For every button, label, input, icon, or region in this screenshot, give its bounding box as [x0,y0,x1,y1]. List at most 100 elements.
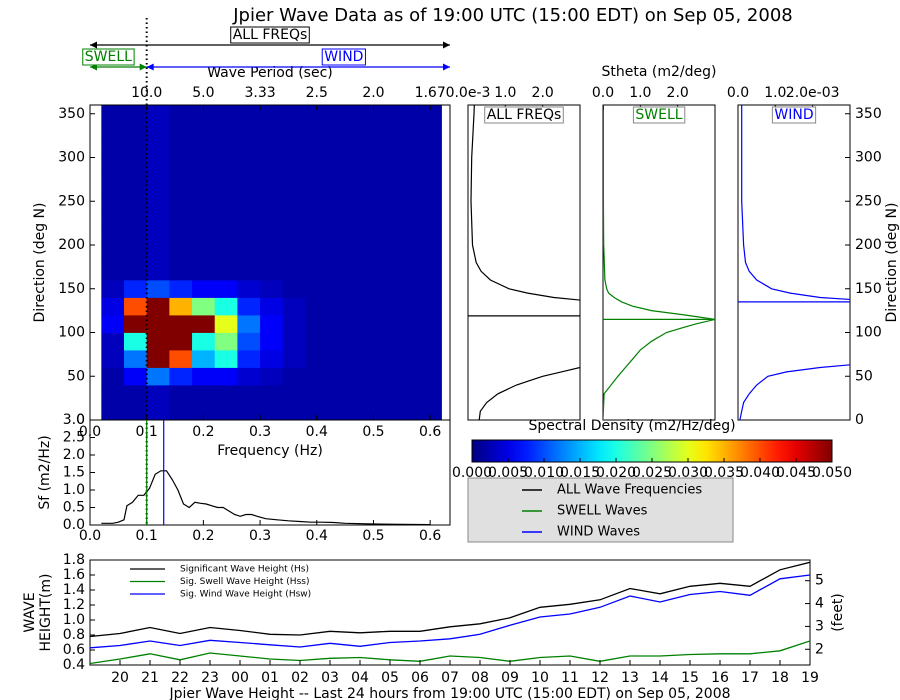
heatmap-cell [282,385,306,403]
heatmap-cell [396,192,420,211]
heatmap-cell [124,332,148,351]
x-tick-label: 12 [591,670,609,686]
y-tick-label: 1.0 [63,482,85,498]
heatmap-cell [260,175,284,193]
heatmap-cell [192,367,216,386]
panel-label-box [632,106,686,124]
heatmap-cell [373,297,397,316]
arrow-label-box [321,48,366,66]
x-tick-label: 10.0 [131,85,162,101]
heatmap-cell [101,227,125,246]
y-tick-label: 0.6 [63,642,85,658]
heatmap-cell [214,210,238,228]
x-tick-label: 19 [801,670,819,686]
heatmap-cell [328,280,352,298]
y-tick-label: 1.0 [63,612,85,628]
heatmap-cell [328,402,352,420]
x-axis-label: Jpier Wave Height -- Last 24 hours from … [168,686,730,700]
x-tick-label: 13 [621,670,639,686]
heatmap-cell [373,175,397,193]
heatmap-cell [169,262,193,281]
heatmap-cell [260,315,284,333]
heatmap-cell [169,192,193,211]
heatmap-cell [282,175,306,193]
colorbar-tick-label: 0.025 [632,465,672,481]
heatmap-cell [305,315,329,333]
heatmap-cell [214,105,238,123]
x-tick-label: 20 [111,670,129,686]
heatmap-cell [214,192,238,211]
x-tick-label: 0.3 [249,424,271,440]
heatmap-cell [169,315,193,333]
colorbar-tick-label: 0.045 [776,465,816,481]
heatmap-cell [237,280,261,298]
series-line [90,561,810,638]
y-axis-label: Sf (m2/Hz) [37,435,53,509]
heatmap-cell [192,105,216,123]
heatmap-cell [418,332,442,351]
axes-frame [602,104,716,421]
heatmap-cell [282,350,306,368]
y-axis-label: Direction (deg N) [32,203,48,323]
x-tick-label: 0.2 [192,528,214,544]
x-tick-label: 01 [261,670,279,686]
heatmap-cell [282,245,306,263]
heatmap-cell [350,245,374,263]
heatmap-cell [101,367,125,386]
heatmap-cell [169,367,193,386]
heatmap-cell [124,280,148,298]
x-tick-label: 2.0 [532,85,554,101]
heatmap-cell [396,332,420,351]
heatmap-cell [305,122,329,141]
heatmap-cell [146,227,170,246]
y-tick-label: 0.8 [63,627,85,643]
y-tick-label: 1.6 [63,567,85,583]
heatmap-cell [396,227,420,246]
arrow-label: WIND [324,49,363,65]
heatmap-cell [373,122,397,141]
heatmap-cell [192,175,216,193]
heatmap-cell [237,402,261,420]
heatmap-cell [169,175,193,193]
x-tick-label: 0.0 [592,85,614,101]
x-tick-label: 06 [411,670,429,686]
y-tick-label: 350 [58,106,85,122]
heatmap-cell [192,157,216,176]
heatmap-cell [169,350,193,368]
y-tick-label: 0.4 [63,657,85,673]
heatmap-cell [237,105,261,123]
y-tick-label: 1.4 [63,582,85,598]
heatmap-cell [124,245,148,263]
heatmap-cell [169,210,193,228]
heatmap-cell [396,367,420,386]
heatmap-cell [101,140,125,158]
heatmap-cell [260,140,284,158]
heatmap-cell [237,315,261,333]
x-tick-label: 2.0 [667,85,689,101]
heatmap-cell [260,262,284,281]
heatmap-cell [328,385,352,403]
heatmap-cell [373,262,397,281]
heatmap-cell [373,227,397,246]
heatmap-cell [418,350,442,368]
heatmap-cell [418,122,442,141]
heatmap-cell [124,297,148,316]
series-line [90,640,810,665]
heatmap-cell [305,280,329,298]
heatmap-cell [328,122,352,141]
heatmap-cell [305,192,329,211]
x-axis-label: Frequency (Hz) [217,443,323,459]
heatmap-cell [192,245,216,263]
heatmap-cell [396,262,420,281]
heatmap-cell [101,157,125,176]
colorbar-tick-label: 0.005 [488,465,528,481]
heatmap-cell [350,105,374,123]
heatmap-cell [350,332,374,351]
x-tick-label: 10 [531,670,549,686]
heatmap-cell [101,402,125,420]
legend-label: Sig. Wind Wave Height (Hsw) [180,590,311,600]
y-tick-label: 300 [58,150,85,166]
heatmap-cell [124,157,148,176]
heatmap-cell [124,192,148,211]
